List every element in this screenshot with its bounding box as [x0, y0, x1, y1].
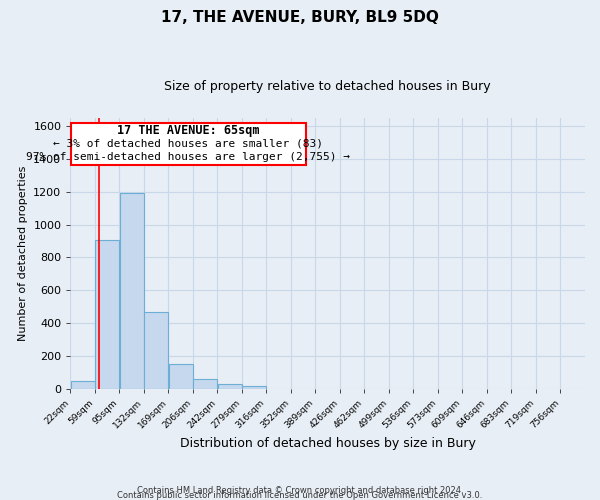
Text: 17 THE AVENUE: 65sqm: 17 THE AVENUE: 65sqm	[117, 124, 260, 136]
Title: Size of property relative to detached houses in Bury: Size of property relative to detached ho…	[164, 80, 491, 93]
Bar	[119, 192, 144, 389]
X-axis label: Distribution of detached houses by size in Bury: Distribution of detached houses by size …	[180, 437, 476, 450]
Text: ← 3% of detached houses are smaller (83): ← 3% of detached houses are smaller (83)	[53, 138, 323, 148]
Text: Contains public sector information licensed under the Open Government Licence v3: Contains public sector information licen…	[118, 491, 482, 500]
Bar	[144, 312, 168, 389]
Bar	[169, 364, 193, 389]
Text: 97% of semi-detached houses are larger (2,755) →: 97% of semi-detached houses are larger (…	[26, 152, 350, 162]
Bar	[193, 379, 217, 389]
Text: Contains HM Land Registry data © Crown copyright and database right 2024.: Contains HM Land Registry data © Crown c…	[137, 486, 463, 495]
Text: 17, THE AVENUE, BURY, BL9 5DQ: 17, THE AVENUE, BURY, BL9 5DQ	[161, 10, 439, 25]
FancyBboxPatch shape	[71, 122, 305, 166]
Y-axis label: Number of detached properties: Number of detached properties	[18, 166, 28, 341]
Bar	[218, 384, 242, 389]
Bar	[242, 386, 266, 389]
Bar	[95, 240, 119, 389]
Bar	[71, 380, 95, 389]
